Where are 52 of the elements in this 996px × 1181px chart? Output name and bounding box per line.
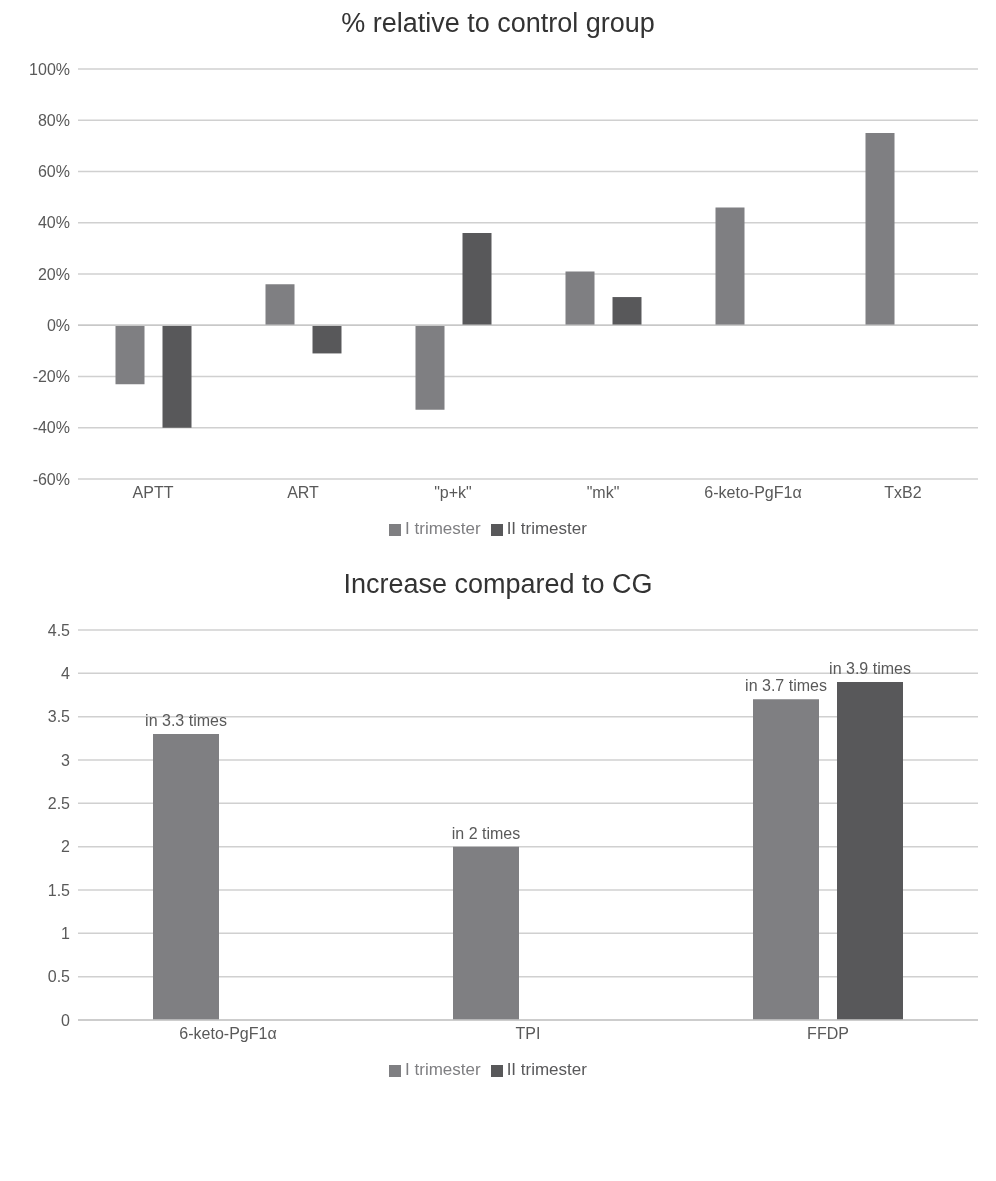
y-tick-label: 80% [37,111,70,129]
bar [715,207,745,326]
y-tick-label: 3.5 [47,708,71,726]
x-tick-label: TxB2 [884,484,922,502]
y-tick-label: 3 [61,751,71,769]
y-tick-label: 1.5 [47,881,71,899]
legend-label: II trimester [506,1060,587,1079]
x-tick-label: 6-keto-PgF1α [704,484,802,502]
data-label: in 2 times [451,824,521,842]
y-tick-label: 40% [37,214,70,232]
y-tick-label: 2.5 [47,795,71,813]
y-tick-label: 2 [61,838,71,856]
bar [415,325,445,410]
bar [162,325,192,428]
legend-label: I trimester [405,519,481,538]
data-label: in 3.9 times [829,660,911,677]
bar [115,325,145,385]
bar [265,284,295,326]
bar [312,325,342,354]
legend-label: II trimester [506,519,587,538]
x-tick-label: APTT [132,484,174,502]
bar [153,734,219,1020]
x-tick-label: ART [287,484,320,502]
y-tick-label: -60% [32,470,70,488]
y-tick-label: 100% [29,60,70,78]
y-tick-label: 4 [61,665,71,683]
y-tick-label: 0 [61,1011,71,1029]
y-tick-label: 1 [61,925,71,943]
y-tick-label: 4.5 [47,621,71,639]
x-tick-label: FFDP [807,1025,849,1043]
chart-title: % relative to control group [340,8,656,39]
y-tick-label: 0% [46,316,70,334]
x-tick-label: 6-keto-PgF1α [179,1025,277,1043]
bar [612,297,642,326]
y-tick-label: 0.5 [47,968,71,986]
legend-label: I trimester [405,1060,481,1079]
y-tick-label: -40% [32,419,70,437]
y-tick-label: 20% [37,265,70,283]
data-label: in 3.3 times [145,712,227,729]
bar [837,682,903,1020]
y-tick-label: -20% [32,368,70,386]
x-tick-label: TPI [515,1025,541,1043]
x-tick-label: "mk" [586,484,620,502]
bar [865,133,895,326]
bar [462,233,492,326]
y-tick-label: 60% [37,163,70,181]
data-label: in 3.7 times [745,677,827,695]
chart-title: Increase compared to CG [342,569,654,600]
bar [753,699,819,1020]
bar [453,846,519,1020]
x-tick-label: "p+k" [434,484,472,502]
bar [565,271,595,326]
